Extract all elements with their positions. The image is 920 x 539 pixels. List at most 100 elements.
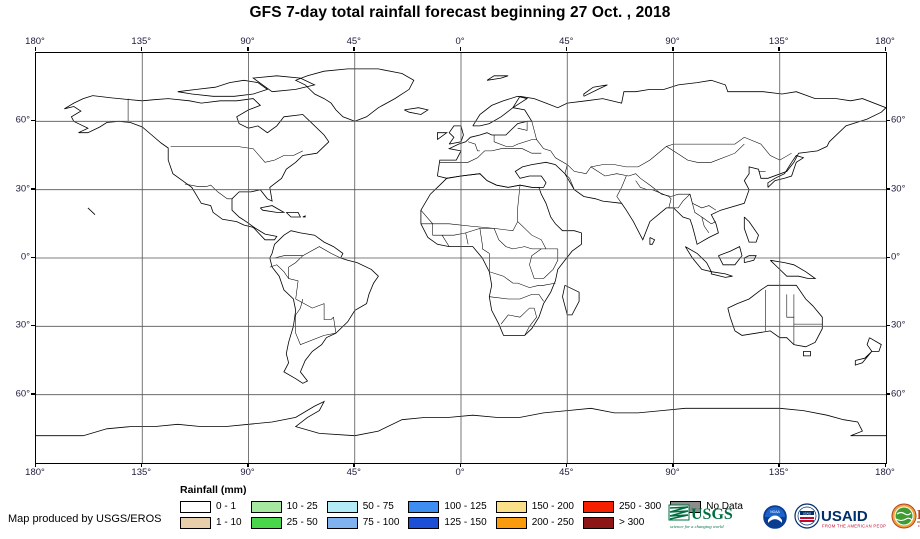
fewsnet-globe-icon bbox=[891, 503, 917, 529]
legend-label: 10 - 25 bbox=[286, 501, 318, 512]
coastline-path bbox=[486, 75, 509, 81]
border-path bbox=[635, 180, 669, 197]
page-title: GFS 7-day total rainfall forecast beginn… bbox=[249, 4, 671, 21]
border-path bbox=[295, 298, 325, 345]
coastline-path bbox=[767, 155, 805, 188]
lon-tick-label: 180° bbox=[875, 36, 895, 47]
border-path bbox=[288, 246, 341, 300]
legend-swatch bbox=[408, 500, 440, 513]
coastline-path bbox=[420, 173, 582, 336]
legend-item: 250 - 300 bbox=[582, 500, 661, 513]
svg-text:NOAA: NOAA bbox=[770, 510, 780, 514]
border-path bbox=[420, 223, 450, 247]
lon-tick-label: 180° bbox=[875, 467, 895, 478]
legend-item: 25 - 50 bbox=[250, 516, 318, 529]
coastline-path bbox=[562, 284, 580, 316]
lat-tick-mark bbox=[886, 324, 890, 327]
legend-swatch bbox=[408, 516, 440, 529]
logo-bar: USGS science for a changing world NOAA bbox=[668, 498, 920, 536]
border-path bbox=[493, 135, 537, 147]
legend-label: 25 - 50 bbox=[286, 517, 318, 528]
lat-tick-mark bbox=[886, 256, 890, 258]
lon-tick-mark bbox=[459, 463, 461, 467]
lat-tick-mark bbox=[886, 119, 890, 122]
border-path bbox=[439, 148, 542, 163]
coastline-path bbox=[684, 246, 713, 273]
usaid-logo[interactable]: USAID USAID FROM THE AMERICAN PEOPLE bbox=[794, 502, 886, 532]
border-path bbox=[468, 141, 480, 152]
legend-label: 75 - 100 bbox=[362, 517, 400, 528]
svg-text:USAID: USAID bbox=[803, 512, 811, 516]
border-path bbox=[590, 166, 641, 179]
lon-tick-mark bbox=[34, 463, 36, 467]
lon-tick-label: 180° bbox=[25, 36, 45, 47]
lon-tick-label: 0° bbox=[455, 36, 465, 47]
usgs-logo[interactable]: USGS science for a changing world bbox=[668, 502, 756, 532]
usaid-tagline: FROM THE AMERICAN PEOPLE bbox=[822, 524, 886, 529]
map-credit: Map produced by USGS/EROS bbox=[8, 513, 162, 525]
border-path bbox=[489, 294, 544, 302]
lon-tick-mark bbox=[565, 47, 568, 51]
border-path bbox=[640, 178, 717, 211]
map-frame[interactable] bbox=[35, 52, 887, 464]
legend-item: 150 - 200 bbox=[495, 500, 574, 513]
legend-label: 125 - 150 bbox=[444, 517, 487, 528]
graticule bbox=[36, 53, 886, 463]
lat-tick-label: 30° bbox=[15, 183, 30, 195]
coastline-path bbox=[727, 284, 823, 348]
legend-swatch bbox=[180, 500, 211, 513]
lon-tick-mark bbox=[565, 463, 568, 467]
lat-tick-label: 30° bbox=[891, 183, 906, 195]
lon-tick-label: 135° bbox=[768, 467, 789, 478]
usgs-wave-icon bbox=[668, 504, 690, 521]
border-path bbox=[666, 143, 745, 163]
coastline-path bbox=[404, 107, 429, 115]
lat-tick-label: 0° bbox=[891, 251, 901, 263]
border-path bbox=[616, 175, 627, 204]
coastline-path bbox=[252, 75, 316, 93]
border-path bbox=[517, 121, 528, 131]
border-path bbox=[442, 232, 469, 245]
border-path bbox=[493, 228, 558, 250]
lon-tick-mark bbox=[140, 47, 143, 51]
legend-label: 150 - 200 bbox=[531, 501, 574, 512]
legend-swatch bbox=[180, 516, 211, 529]
legend-swatch bbox=[326, 500, 358, 513]
lat-tick-mark bbox=[31, 119, 35, 122]
legend-swatch bbox=[495, 500, 527, 513]
legend-item: > 300 bbox=[582, 516, 661, 529]
coastline-path bbox=[437, 79, 886, 245]
lat-tick-mark bbox=[31, 324, 35, 327]
lat-tick-label: 30° bbox=[891, 319, 906, 331]
lon-tick-mark bbox=[778, 463, 780, 467]
legend-swatch bbox=[582, 500, 614, 513]
lat-tick-label: 30° bbox=[15, 319, 30, 331]
coastline-path bbox=[718, 246, 743, 266]
legend-label: > 300 bbox=[618, 517, 645, 528]
legend-item: 75 - 100 bbox=[326, 516, 400, 529]
lon-tick-label: 45° bbox=[559, 36, 574, 47]
border-path bbox=[564, 164, 575, 190]
coastline-path bbox=[269, 230, 379, 384]
usgs-wordmark: USGS bbox=[691, 506, 733, 523]
lat-tick-label: 60° bbox=[15, 114, 30, 126]
legend-item: 50 - 75 bbox=[326, 500, 400, 513]
lon-tick-label: 180° bbox=[25, 467, 45, 478]
legend-swatch bbox=[326, 516, 358, 529]
border-path bbox=[786, 294, 795, 345]
noaa-logo[interactable]: NOAA bbox=[761, 503, 789, 531]
lon-tick-mark bbox=[140, 463, 143, 467]
lon-tick-mark bbox=[353, 463, 355, 467]
lat-tick-label: 60° bbox=[891, 388, 906, 400]
lat-tick-mark bbox=[886, 393, 890, 395]
lon-tick-mark bbox=[353, 47, 355, 51]
lon-tick-label: 135° bbox=[131, 36, 152, 47]
usgs-tagline: science for a changing world bbox=[670, 524, 724, 529]
map-vector-overlay bbox=[36, 53, 886, 463]
lon-tick-mark bbox=[778, 47, 780, 51]
fewsnet-logo[interactable]: FEWS NET FAMINE EARLY WARNING SYSTEMS NE… bbox=[891, 502, 920, 532]
noaa-bird-icon bbox=[768, 515, 782, 523]
legend-item: 1 - 10 bbox=[180, 516, 242, 529]
border-path bbox=[295, 298, 337, 336]
lon-tick-mark bbox=[884, 47, 886, 51]
